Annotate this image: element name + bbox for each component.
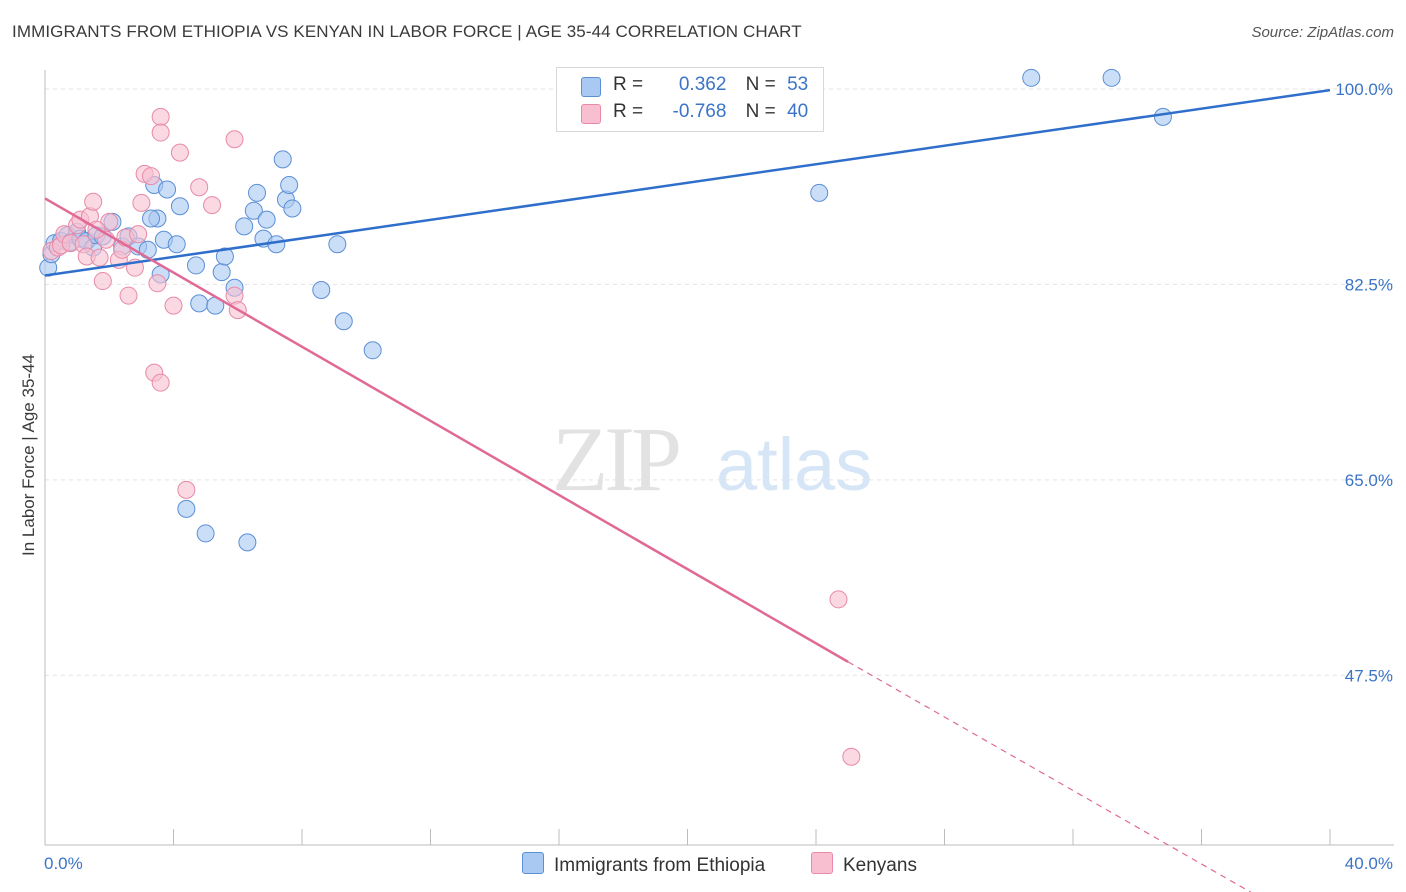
kenyan-point <box>151 123 170 142</box>
ethiopia-point <box>196 524 215 543</box>
kenyan-point <box>151 107 170 126</box>
correlation-legend: R = 0.362 N = 53 R = -0.768 N = 40 <box>556 67 824 132</box>
kenyan-legend-swatch <box>811 852 833 874</box>
kenyan-point <box>829 590 848 609</box>
kenyan-point <box>170 143 189 162</box>
ethiopia-legend-swatch <box>522 852 544 874</box>
ethiopia-point <box>177 499 196 518</box>
x-tick-label: 0.0% <box>44 854 83 873</box>
ethiopia-point <box>280 176 299 195</box>
kenyan-point <box>203 196 222 215</box>
kenyan-point <box>132 193 151 212</box>
legend-n-label: N = <box>745 74 776 95</box>
y-tick-label: 100.0% <box>1335 80 1393 99</box>
x-tick-label: 40.0% <box>1345 854 1393 873</box>
kenyan-point <box>177 480 196 499</box>
ethiopia-point <box>1102 68 1121 87</box>
ethiopia-point <box>142 209 161 228</box>
ethiopia-point <box>186 256 205 275</box>
kenyan-point <box>84 192 103 211</box>
ethiopia-point <box>190 294 209 313</box>
kenyan-point <box>842 747 861 766</box>
source-label: Source: ZipAtlas.com <box>1251 24 1394 41</box>
kenyan-point <box>142 167 161 186</box>
ethiopia-point <box>1153 107 1172 126</box>
ethiopia-point <box>273 150 292 169</box>
chart-title: IMMIGRANTS FROM ETHIOPIA VS KENYAN IN LA… <box>12 22 802 41</box>
legend-r-value-kenyan: -0.768 <box>672 101 727 122</box>
data-points <box>39 68 1172 766</box>
ethiopia-point <box>158 180 177 199</box>
kenyan-point <box>225 130 244 149</box>
kenyan-point <box>90 248 109 267</box>
y-tick-label: 65.0% <box>1345 471 1393 490</box>
ethiopia-point <box>167 235 186 254</box>
y-tick-label: 47.5% <box>1345 666 1393 685</box>
legend-n-value-ethiopia: 53 <box>787 74 809 95</box>
trend-lines <box>44 88 1331 892</box>
ethiopia-point <box>328 235 347 254</box>
legend-r-value-ethiopia: 0.362 <box>678 74 727 95</box>
bottom-legend-ethiopia: Immigrants from Ethiopia <box>522 852 765 877</box>
ethiopia-point <box>283 199 302 218</box>
watermark-atlas: atlas <box>716 423 872 506</box>
bottom-legend-kenyan: Kenyans <box>811 852 917 877</box>
legend-r-label: R = <box>613 74 644 95</box>
ethiopia-point <box>235 217 254 236</box>
kenyan-point <box>129 225 148 244</box>
tick-labels: 47.5% 65.0% 82.5% 100.0% 0.0% 40.0% <box>44 80 1393 873</box>
kenyan-trend-extension <box>847 661 1252 892</box>
kenyan-point <box>151 373 170 392</box>
ethiopia-point <box>810 183 829 202</box>
legend-n-label: N = <box>745 101 776 122</box>
ethiopia-point <box>363 341 382 360</box>
kenyan-point <box>148 274 167 293</box>
legend-r-label: R = <box>613 101 644 122</box>
ethiopia-point <box>238 533 257 552</box>
ethiopia-point <box>334 312 353 331</box>
kenyan-point <box>119 286 138 305</box>
ethiopia-swatch <box>581 77 601 97</box>
kenyan-point <box>190 178 209 197</box>
ethiopia-point <box>257 210 276 229</box>
ethiopia-point <box>170 197 189 216</box>
ethiopia-point <box>248 183 267 202</box>
legend-n-value-kenyan: 40 <box>787 101 809 122</box>
y-tick-label: 82.5% <box>1345 275 1393 294</box>
kenyan-trend-line <box>44 197 849 663</box>
kenyan-swatch <box>581 104 601 124</box>
watermark-zip: ZIP <box>552 408 679 510</box>
kenyan-point <box>93 272 112 291</box>
ethiopia-point <box>212 263 231 282</box>
ethiopia-point <box>244 201 263 220</box>
watermark: ZIP atlas <box>552 408 872 510</box>
ethiopia-point <box>312 280 331 299</box>
kenyan-point <box>164 296 183 315</box>
ethiopia-trend-line <box>44 88 1331 277</box>
ethiopia-point <box>1022 68 1041 87</box>
ethiopia-point <box>215 247 234 266</box>
kenyan-legend-label: Kenyans <box>843 855 917 876</box>
ethiopia-legend-label: Immigrants from Ethiopia <box>554 855 766 876</box>
